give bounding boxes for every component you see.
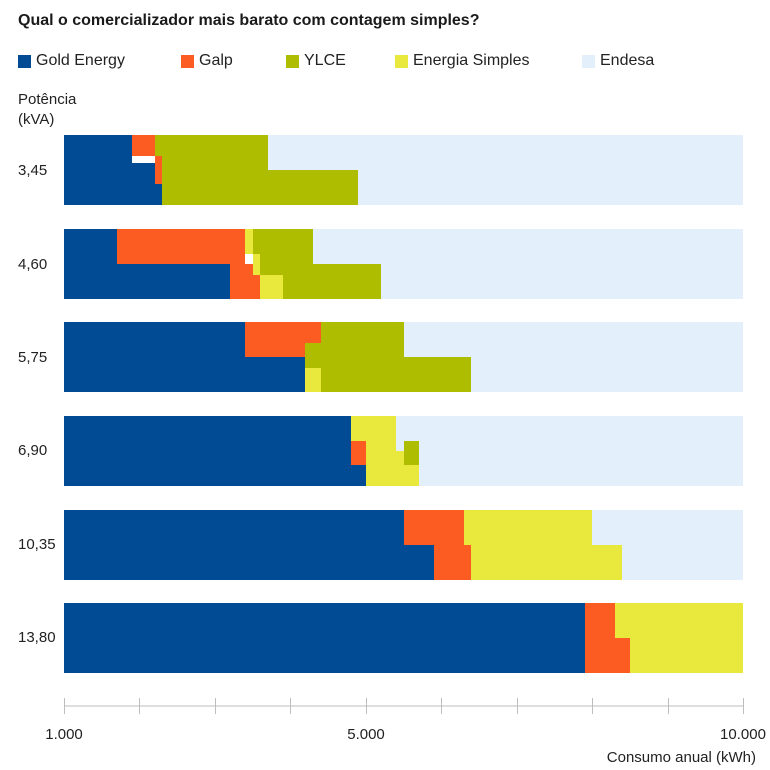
bar-segment-gold-energy-13-80-0	[64, 603, 585, 673]
bar-segment-endesa-6-90-10	[419, 441, 743, 465]
bar-segment-energia-simples-10-35-5	[471, 545, 622, 580]
legend-item-endesa: Endesa	[582, 52, 654, 70]
bar-segment-endesa-5-75-8	[404, 322, 743, 357]
bar-segment-energia-simples-13-80-4	[630, 638, 743, 673]
bar-segment-ylce-5-75-5	[305, 357, 471, 368]
bar-segment-ylce-3-45-6	[162, 156, 268, 170]
bar-segment-galp-3-45-4	[155, 156, 162, 184]
bar-segment-energia-simples-5-75-7	[305, 368, 321, 392]
bar-segment-gold-energy-4-60-0	[64, 229, 117, 264]
bar-segment-gold-energy-5-75-1	[64, 357, 305, 392]
bar-segment-galp-10-35-3	[434, 545, 471, 580]
bar-segment-ylce-3-45-5	[155, 135, 268, 156]
legend-swatch-endesa	[582, 54, 595, 68]
legend-item-gold-energy: Gold Energy	[18, 52, 125, 70]
bar-segment-ylce-4-60-10	[283, 275, 381, 299]
bar-segment-endesa-5-75-9	[471, 357, 743, 392]
bar-segment-gold-energy-10-35-1	[64, 545, 434, 580]
x-tick-label-5000: 5.000	[347, 726, 385, 743]
bar-segment-endesa-3-45-8	[268, 135, 743, 170]
bar-segment-gold-energy-5-75-0	[64, 322, 245, 357]
bar-segment-energia-simples-4-60-5	[253, 254, 260, 275]
x-tick-label-1000: 1.000	[45, 726, 83, 743]
bar-segment-energia-simples-6-90-4	[366, 441, 396, 451]
legend-item-energia-simples: Energia Simples	[395, 52, 530, 70]
bar-segment-gold-energy-10-35-0	[64, 510, 404, 545]
bar-segment-endesa-10-35-6	[592, 510, 743, 545]
bar-segment-endesa-6-90-8	[396, 416, 743, 441]
bar-segment-energia-simples-4-60-6	[260, 275, 283, 299]
bar-segment-gold-energy-3-45-0	[64, 135, 132, 163]
category-label-6-90: 6,90	[18, 442, 48, 459]
legend-label-energia-simples: Energia Simples	[413, 52, 530, 69]
legend-swatch-ylce	[286, 54, 299, 68]
category-label-5-75: 5,75	[18, 349, 48, 366]
bar-segment-galp-3-45-3	[132, 135, 155, 156]
legend-swatch-energia-simples	[395, 54, 408, 68]
bar-segment-ylce-4-60-7	[253, 229, 313, 254]
bar-segment-endesa-6-90-11	[419, 465, 743, 486]
bar-segment-galp-10-35-2	[404, 510, 464, 545]
legend-label-galp: Galp	[199, 52, 233, 69]
bar-segment-energia-simples-10-35-4	[464, 510, 592, 545]
bar-segment-ylce-4-60-9	[260, 264, 381, 275]
bar-segment-energia-simples-13-80-3	[615, 603, 743, 638]
bar-row-4-60	[64, 229, 743, 299]
bar-segment-galp-13-80-2	[585, 638, 630, 673]
bar-segment-energia-simples-4-60-4	[245, 229, 253, 254]
y-axis-label: Potência (kVA)	[18, 90, 76, 130]
bar-segment-gold-energy-4-60-1	[64, 264, 230, 299]
chart-title: Qual o comercializador mais barato com c…	[18, 12, 480, 29]
legend-label-endesa: Endesa	[600, 52, 655, 69]
legend-label-ylce: YLCE	[304, 52, 346, 69]
category-label-4-60: 4,60	[18, 256, 48, 273]
legend-swatch-gold-energy	[18, 54, 31, 68]
y-axis-label-line-2: (kVA)	[18, 111, 55, 128]
bar-segment-ylce-6-90-7	[404, 441, 419, 465]
bar-segment-ylce-3-45-7	[162, 170, 358, 205]
category-label-3-45: 3,45	[18, 162, 48, 179]
bar-segment-gold-energy-6-90-0	[64, 416, 351, 465]
legend-swatch-galp	[181, 54, 194, 68]
bar-row-10-35	[64, 510, 743, 580]
bar-row-6-90	[64, 416, 743, 486]
bar-segment-energia-simples-6-90-3	[351, 416, 396, 441]
bar-segment-energia-simples-6-90-6	[366, 465, 419, 486]
bar-segment-endesa-3-45-9	[358, 170, 743, 205]
y-axis-label-line-1: Potência	[18, 91, 77, 108]
bar-row-5-75	[64, 322, 743, 392]
bar-row-13-80	[64, 603, 743, 673]
bar-segment-ylce-5-75-6	[321, 368, 471, 392]
bar-segment-endesa-10-35-7	[622, 545, 743, 580]
bar-row-3-45	[64, 135, 743, 205]
bar-segment-galp-4-60-2	[117, 229, 245, 264]
legend-item-galp: Galp	[181, 52, 233, 70]
category-label-13-80: 13,80	[18, 629, 56, 646]
legend-item-ylce: YLCE	[286, 52, 346, 70]
bar-segment-endesa-6-90-9	[396, 441, 404, 451]
bar-segment-ylce-4-60-8	[260, 254, 313, 264]
bar-segment-ylce-5-75-3	[321, 322, 404, 343]
x-tick-label-10000: 10.000	[720, 726, 766, 743]
bar-segment-ylce-5-75-4	[305, 343, 404, 357]
category-label-10-35: 10,35	[18, 536, 56, 553]
legend-label-gold-energy: Gold Energy	[36, 52, 125, 69]
bar-segment-gold-energy-3-45-1	[64, 163, 155, 184]
bar-segment-energia-simples-6-90-5	[366, 451, 404, 465]
x-axis-label: Consumo anual (kWh)	[606, 749, 756, 766]
bar-segment-galp-13-80-1	[585, 603, 615, 638]
bar-segment-galp-6-90-2	[351, 441, 366, 465]
bar-segment-endesa-4-60-12	[381, 264, 743, 299]
bar-segment-gold-energy-6-90-1	[64, 465, 366, 486]
bar-segment-endesa-4-60-11	[313, 229, 743, 264]
bar-segment-gold-energy-3-45-2	[64, 184, 162, 205]
